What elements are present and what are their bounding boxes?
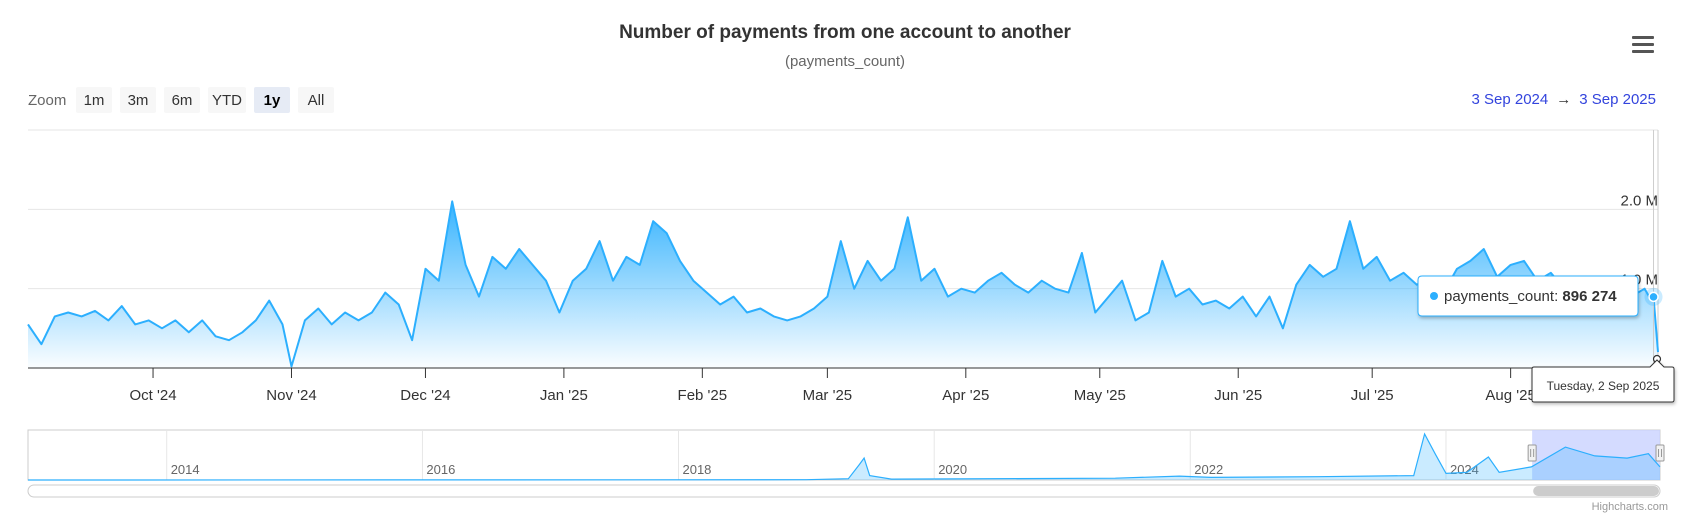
range-to-input[interactable]: 3 Sep 2025	[1579, 91, 1656, 108]
navigator-area	[28, 434, 1660, 480]
navigator-year-label: 2020	[938, 462, 967, 477]
x-tick-label: Dec '24	[400, 387, 450, 404]
x-tick-label: Oct '24	[130, 387, 177, 404]
navigator-left-handle[interactable]	[1527, 444, 1537, 462]
hamburger-menu-icon[interactable]	[1632, 36, 1654, 54]
range-arrow: →	[1556, 91, 1572, 108]
navigator[interactable]: 2014 2016 2018 2020 2022 2024	[27, 429, 1665, 498]
x-tick-label: Mar '25	[803, 387, 853, 404]
handle-box	[1527, 444, 1537, 462]
main-series	[27, 200, 1659, 368]
zoom-6m-button[interactable]: 6m	[164, 87, 200, 113]
chart-title: Number of payments from one account to a…	[619, 22, 1071, 43]
tooltip-series-name: payments_count:	[1444, 288, 1562, 305]
x-tick-label: Jul '25	[1351, 387, 1394, 404]
date-label-text: Tuesday, 2 Sep 2025	[1547, 379, 1660, 393]
tooltip-value: 896 274	[1562, 288, 1617, 305]
navigator-year-label: 2018	[682, 462, 711, 477]
x-tick-label: Nov '24	[266, 387, 316, 404]
zoom-1m-button[interactable]: 1m	[76, 87, 112, 113]
zoom-all-button[interactable]: All	[298, 87, 334, 113]
date-range: 3 Sep 2024 → 3 Sep 2025	[1472, 91, 1657, 108]
x-axis: Oct '24 Nov '24 Dec '24 Jan '25 Feb '25 Mar '…	[28, 367, 1658, 404]
navigator-scrollbar-track[interactable]	[27, 484, 1661, 498]
x-tick-label: Jan '25	[540, 387, 588, 404]
date-label-box	[1531, 359, 1675, 403]
navigator-scrollbar-thumb[interactable]	[1533, 486, 1659, 496]
tooltip-text: payments_count: 896 274	[1444, 288, 1617, 305]
x-tick-label: Feb '25	[678, 387, 728, 404]
series-area	[28, 201, 1658, 368]
y-tick-label: 2.0 M	[1620, 192, 1658, 209]
navigator-year-label: 2022	[1194, 462, 1223, 477]
x-tick-label: Apr '25	[942, 387, 989, 404]
zoom-label: Zoom	[28, 92, 67, 109]
navigator-right-handle[interactable]	[1655, 444, 1665, 462]
zoom-buttons: 1m 3m 6m YTD 1y All	[76, 87, 334, 113]
x-tick-label: Jun '25	[1214, 387, 1262, 404]
chart-subtitle: (payments_count)	[784, 53, 906, 70]
navigator-frame	[27, 429, 1661, 481]
navigator-line	[27, 432, 1661, 481]
navigator-selection	[1532, 430, 1660, 480]
handle-box	[1655, 444, 1665, 462]
y-axis: 1.0 M2.0 M	[1620, 192, 1658, 288]
zoom-ytd-button[interactable]: YTD	[208, 87, 246, 113]
tooltip: payments_count: 896 274 Tuesday, 2 Sep 20…	[1417, 130, 1675, 403]
tooltip-series-dot	[1430, 292, 1438, 300]
zoom-1y-button[interactable]: 1y	[254, 87, 290, 113]
navigator-year-label: 2014	[171, 462, 200, 477]
tooltip-box	[1417, 275, 1639, 317]
x-tick-label: May '25	[1074, 387, 1126, 404]
credits-link[interactable]: Highcharts.com	[1592, 501, 1668, 513]
hover-point	[1648, 291, 1659, 303]
navigator-year-label: 2016	[426, 462, 455, 477]
series-line	[27, 200, 1659, 368]
x-tick-label: Aug '25	[1485, 387, 1535, 404]
range-from-input[interactable]: 3 Sep 2024	[1471, 91, 1549, 108]
zoom-3m-button[interactable]: 3m	[120, 87, 156, 113]
